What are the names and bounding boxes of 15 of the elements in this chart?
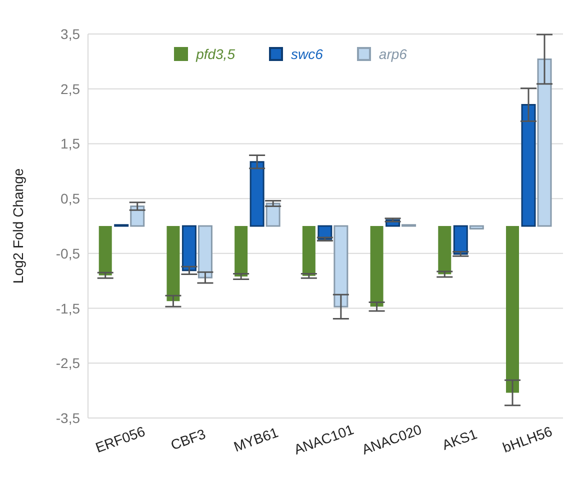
y-tick-label: 3,5: [60, 26, 80, 42]
y-tick-label: -3,5: [56, 410, 80, 426]
legend-label: pfd3,5: [194, 46, 235, 62]
y-tick-label: 1,5: [60, 136, 80, 152]
legend-label: swc6: [290, 46, 323, 62]
x-tick-label: MYB61: [232, 424, 280, 455]
x-tick-label: CBF3: [168, 426, 208, 453]
legend-label: arp6: [378, 46, 407, 62]
y-tick-label: -0,5: [56, 245, 80, 262]
x-tick-label: AKS1: [440, 426, 480, 453]
y-tick-label: -2,5: [56, 355, 80, 372]
y-axis-title: Log2 Fold Change: [10, 168, 26, 284]
y-tick-label: 0,5: [60, 190, 80, 207]
y-tick-label: -1,5: [56, 300, 80, 316]
y-tick-label: 2,5: [60, 80, 80, 97]
